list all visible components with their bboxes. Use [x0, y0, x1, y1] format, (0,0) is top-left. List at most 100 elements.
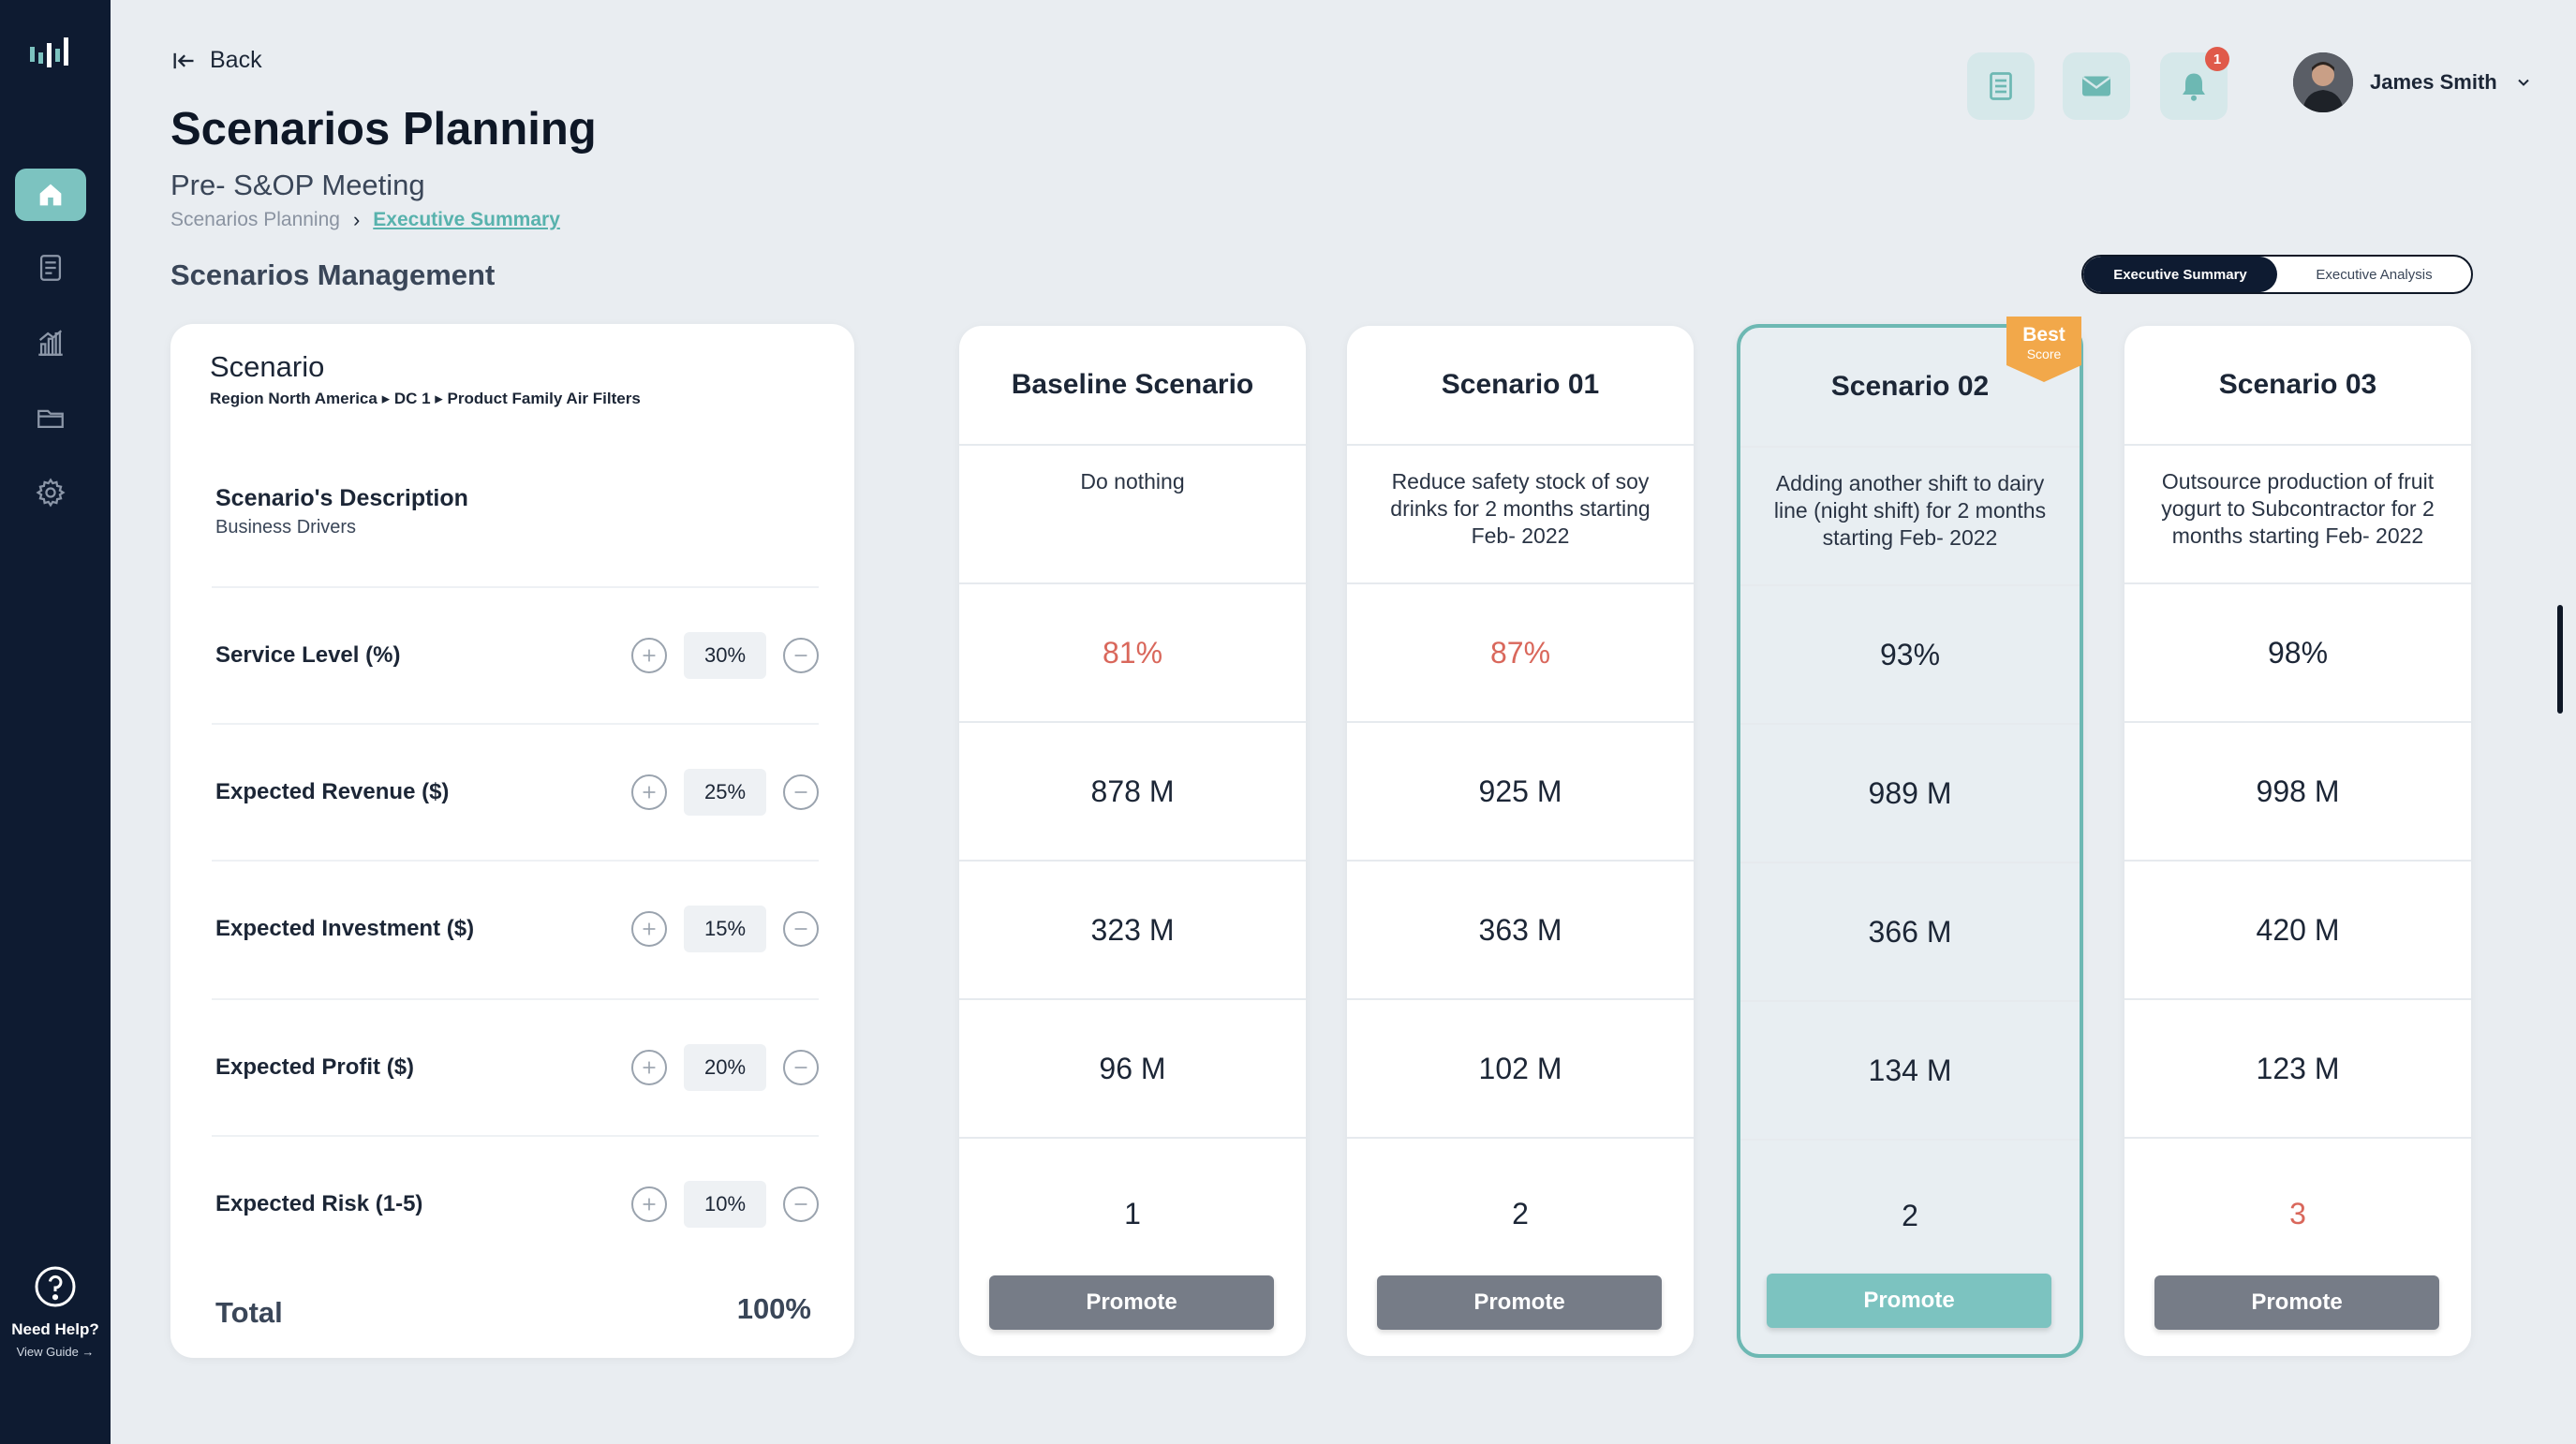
scenario-metric-value: 323 M — [959, 862, 1306, 1000]
scenario-description: Outsource production of fruit yogurt to … — [2124, 446, 2471, 584]
minus-icon — [794, 1067, 807, 1068]
promote-button[interactable]: Promote — [1377, 1275, 1662, 1330]
driver-label: Expected Revenue ($) — [215, 779, 450, 804]
driver-row: Expected Profit ($) 20% — [212, 998, 819, 1135]
increase-button[interactable] — [631, 1050, 667, 1085]
panel-title: Scenario — [210, 350, 325, 383]
scenario-metric-value: 1 — [1124, 1196, 1141, 1230]
minus-icon — [794, 928, 807, 930]
increase-button[interactable] — [631, 638, 667, 673]
scenario-metric-value: 93% — [1740, 586, 2080, 725]
back-arrow-icon — [173, 52, 194, 68]
minus-icon — [794, 655, 807, 656]
page-subtitle: Pre- S&OP Meeting — [170, 169, 425, 201]
scenario-card: Scenario 02 Adding another shift to dairy… — [1737, 324, 2083, 1358]
scenario-metric-value: 96 M — [959, 1000, 1306, 1139]
logo-icon — [30, 37, 68, 67]
folder-icon — [37, 409, 64, 429]
description-subtitle: Business Drivers — [215, 517, 357, 538]
decrease-button[interactable] — [783, 774, 819, 810]
scenario-metric-value: 363 M — [1347, 862, 1694, 1000]
scenario-description: Do nothing — [959, 446, 1306, 584]
weight-stepper: 30% — [631, 632, 819, 679]
avatar — [2293, 52, 2353, 112]
weight-value[interactable]: 10% — [684, 1181, 766, 1228]
decrease-button[interactable] — [783, 1050, 819, 1085]
promote-button[interactable]: Promote — [989, 1275, 1274, 1330]
scenario-metric-value: 98% — [2124, 584, 2471, 723]
increase-button[interactable] — [631, 911, 667, 947]
decrease-button[interactable] — [783, 1186, 819, 1222]
scenario-metric-value: 81% — [959, 584, 1306, 723]
tab-executive-summary[interactable]: Executive Summary — [2083, 257, 2277, 292]
total-value: 100% — [736, 1292, 811, 1325]
increase-button[interactable] — [631, 1186, 667, 1222]
sidebar-item-reports[interactable] — [15, 242, 86, 294]
scenario-metric-value: 925 M — [1347, 723, 1694, 862]
weight-stepper: 25% — [631, 769, 819, 816]
driver-label: Expected Risk (1-5) — [215, 1191, 423, 1216]
driver-row: Expected Revenue ($) 25% — [212, 723, 819, 860]
scenario-drivers-panel: Scenario Region North America ▸ DC 1 ▸ P… — [170, 324, 854, 1358]
promote-button[interactable]: Promote — [2154, 1275, 2439, 1330]
scenario-metric-value: 366 M — [1740, 863, 2080, 1002]
sidebar-item-folders[interactable] — [15, 391, 86, 444]
badge-line-1: Best — [2022, 324, 2065, 346]
tasks-button[interactable] — [1967, 52, 2035, 120]
weight-stepper: 10% — [631, 1181, 819, 1228]
plus-icon — [643, 786, 656, 799]
scenario-card: Scenario 01 Reduce safety stock of soy dr… — [1347, 326, 1694, 1356]
back-button[interactable]: Back — [170, 47, 262, 74]
checklist-icon — [1990, 72, 2012, 100]
scenario-metric-value: 3 — [2289, 1196, 2306, 1230]
weight-value[interactable]: 30% — [684, 632, 766, 679]
breadcrumb: Scenarios Planning › Executive Summary — [170, 208, 560, 232]
promote-button[interactable]: Promote — [1767, 1274, 2051, 1328]
weight-stepper: 20% — [631, 1044, 819, 1091]
home-icon — [39, 184, 62, 206]
notification-badge: 1 — [2205, 47, 2229, 71]
scenario-metric-value: 123 M — [2124, 1000, 2471, 1139]
section-title: Scenarios Management — [170, 258, 496, 291]
scenario-metric-value: 2 — [1512, 1196, 1529, 1230]
sidebar-item-analytics[interactable] — [15, 317, 86, 369]
scenario-metric-value: 878 M — [959, 723, 1306, 862]
chevron-right-icon: › — [352, 208, 361, 231]
increase-button[interactable] — [631, 774, 667, 810]
decrease-button[interactable] — [783, 638, 819, 673]
decrease-button[interactable] — [783, 911, 819, 947]
description-title: Scenario's Description — [215, 485, 468, 511]
help-section: Need Help? View Guide → — [0, 1264, 111, 1359]
help-icon[interactable] — [33, 1264, 78, 1309]
weight-value[interactable]: 20% — [684, 1044, 766, 1091]
sidebar-item-settings[interactable] — [15, 466, 86, 519]
scenario-description: Reduce safety stock of soy drinks for 2 … — [1347, 446, 1694, 584]
driver-row: Expected Risk (1-5) 10% — [212, 1135, 819, 1272]
view-toggle: Executive Summary Executive Analysis — [2081, 255, 2473, 294]
user-menu[interactable]: James Smith — [2293, 52, 2533, 112]
chevron-down-icon — [2518, 79, 2529, 86]
weight-stepper: 15% — [631, 906, 819, 952]
sidebar-item-home[interactable] — [15, 169, 86, 221]
breadcrumb-item[interactable]: Scenarios Planning — [170, 209, 340, 230]
driver-label: Expected Profit ($) — [215, 1054, 415, 1080]
minus-icon — [794, 791, 807, 793]
help-title: Need Help? — [11, 1320, 99, 1338]
sidebar: Need Help? View Guide → — [0, 0, 111, 1444]
weight-value[interactable]: 25% — [684, 769, 766, 816]
scenario-name: Scenario 02 — [1740, 328, 2080, 448]
scenario-name: Scenario 03 — [2124, 326, 2471, 446]
driver-label: Service Level (%) — [215, 642, 401, 668]
scenario-metric-value: 998 M — [2124, 723, 2471, 862]
scrollbar[interactable] — [2557, 605, 2563, 714]
scenario-metric-value: 989 M — [1740, 725, 2080, 863]
breadcrumb-current[interactable]: Executive Summary — [373, 209, 560, 230]
weight-value[interactable]: 15% — [684, 906, 766, 952]
best-score-badge: Best Score — [2006, 317, 2081, 382]
messages-button[interactable] — [2063, 52, 2130, 120]
tab-executive-analysis[interactable]: Executive Analysis — [2316, 266, 2433, 283]
plus-icon — [643, 649, 656, 662]
chart-icon — [38, 330, 63, 356]
view-guide-link[interactable]: View Guide → — [16, 1345, 95, 1359]
notifications-button[interactable]: 1 — [2160, 47, 2229, 120]
